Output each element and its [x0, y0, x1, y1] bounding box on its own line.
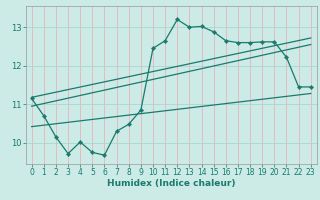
- X-axis label: Humidex (Indice chaleur): Humidex (Indice chaleur): [107, 179, 236, 188]
